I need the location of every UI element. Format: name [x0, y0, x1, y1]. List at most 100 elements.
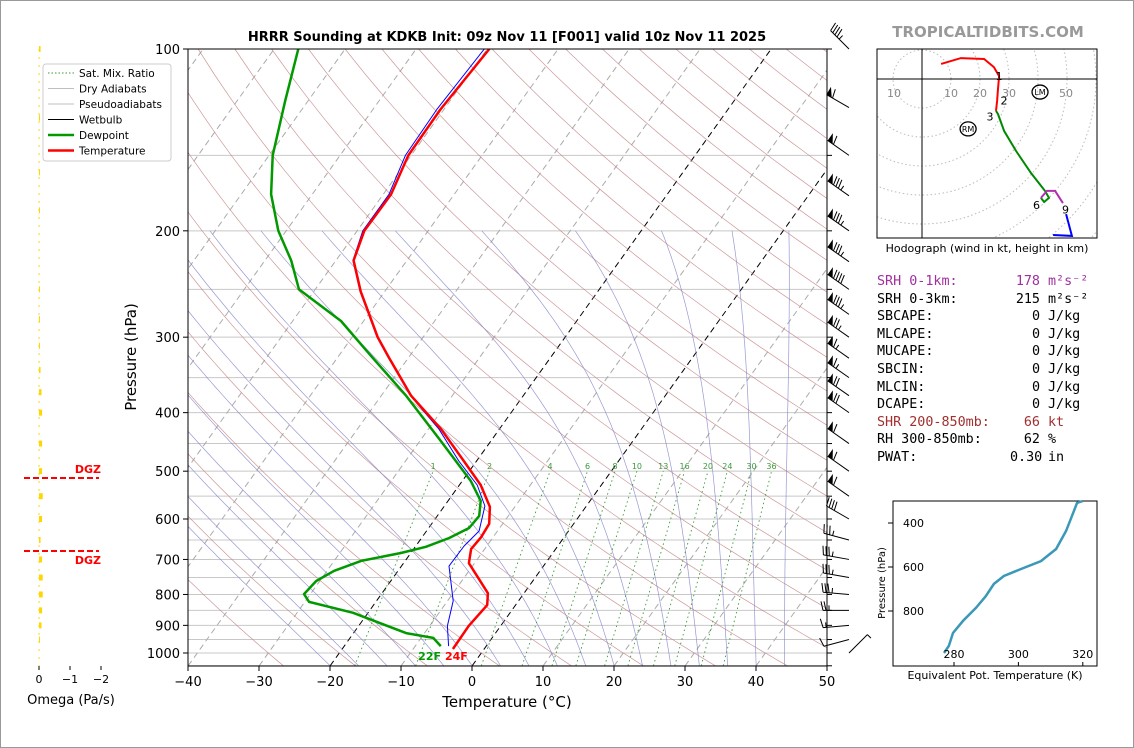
index-name: RH 300-850mb: [877, 432, 982, 448]
y-tick-label: 600 [155, 513, 180, 528]
theta-e-y-tick-label: 600 [903, 561, 924, 574]
hodograph-ring [1090, 230, 1097, 238]
y-tick-label: 900 [155, 619, 180, 634]
mixing-ratio-line [575, 471, 638, 666]
index-value: 215 [1015, 291, 1040, 307]
y-tick-label: 300 [155, 331, 180, 346]
surface-temperature-label: 24F [445, 650, 468, 663]
index-name: MUCAPE: [877, 344, 934, 360]
x-tick-label: 30 [677, 675, 694, 690]
hodograph-height-label: 3 [986, 110, 993, 123]
barb-shaft [827, 423, 850, 444]
x-tick-label: 20 [606, 675, 623, 690]
barb-shaft [821, 582, 850, 595]
storm-motion-label: RM [962, 125, 975, 134]
index-value: 0 [1031, 379, 1040, 395]
index-row: SRH 0-1km: 178 m²s⁻² [877, 273, 1088, 291]
barb-shaft [819, 618, 850, 629]
hodograph-height-label: 6 [1033, 199, 1040, 212]
chart-title: HRRR Sounding at KDKB Init: 09z Nov 11 [… [248, 30, 766, 45]
mixing-ratio-line [722, 471, 772, 666]
index-value: 0 [1031, 361, 1040, 377]
index-row: PWAT: 0.30 in [877, 449, 1088, 467]
brand-watermark: TROPICALTIDBITS.COM [892, 23, 1084, 41]
mixing-ratio-line [415, 471, 490, 666]
barb-shaft [827, 135, 850, 156]
dry-adiabat-line [234, 49, 827, 571]
theta-e-y-label: Pressure (hPa) [877, 547, 888, 619]
index-row: SRH 0-3km: 215 m²s⁻² [877, 291, 1088, 309]
hodograph-ring-label: 30 [1002, 87, 1016, 100]
dry-adiabat-line [188, 91, 827, 649]
index-value: 0 [1031, 309, 1040, 325]
barb-shaft [822, 545, 850, 560]
barb-shaft [827, 376, 850, 397]
wind-barb [826, 86, 850, 108]
legend: Sat. Mix. Ratio Dry Adiabats Pseudoadiabat… [42, 63, 172, 162]
barb-shaft [826, 497, 850, 520]
index-row: MLCIN: 0 J/kg [877, 379, 1088, 397]
theta-e-panel: 280 300 320 400 600 800 Equivalent Pot. Temper… [877, 499, 1098, 682]
moist-adiabat-line [188, 430, 416, 666]
isotherm-line [188, 49, 346, 270]
mixing-ratio-label: 30 [746, 462, 756, 471]
y-tick-label: 500 [155, 465, 180, 480]
omega-bar [39, 493, 43, 500]
mixing-ratio-label: 2 [487, 462, 492, 471]
moist-adiabat-line [188, 464, 388, 666]
mixing-ratio-label: 8 [612, 462, 617, 471]
wind-barb [822, 563, 850, 579]
theta-e-profile [942, 499, 1084, 654]
dry-adiabat-line [491, 49, 827, 325]
y-tick-label: 800 [155, 588, 180, 603]
barb-shaft [827, 294, 850, 315]
index-unit: J/kg [1048, 379, 1081, 395]
wind-barb [827, 390, 850, 414]
wind-barb [827, 335, 850, 359]
omega-bar [39, 591, 43, 598]
index-row: SHR 200-850mb: 66 kt [877, 414, 1088, 432]
hodograph-ring-label: 50 [1059, 87, 1073, 100]
omega-bar [39, 440, 43, 447]
index-unit: in [1048, 449, 1065, 465]
mixing-ratio-label: 36 [766, 462, 776, 471]
mixing-ratio-label: 4 [548, 462, 553, 471]
mixing-ratio-label: 16 [679, 462, 689, 471]
theta-e-frame [892, 500, 1098, 667]
barb-shaft [820, 601, 849, 611]
dry-adiabat-line [197, 49, 827, 609]
wind-barb [827, 473, 850, 497]
plot-frame [187, 48, 828, 667]
omega-bar [39, 556, 43, 563]
skewt-axes: −40 −30 −20 −10 0 10 20 30 40 50 100 200 300 400 500 60… [122, 43, 835, 711]
wind-barb [827, 292, 850, 315]
wind-barb [827, 173, 850, 197]
moist-adiabat-line [481, 230, 672, 666]
index-row: RH 300-850mb: 62% [877, 431, 1088, 449]
barb-shaft [827, 269, 850, 290]
legend-label: Sat. Mix. Ratio [79, 68, 155, 80]
omega-bar [39, 536, 41, 543]
temperature-profile [352, 49, 492, 650]
omega-bar [39, 316, 40, 323]
barb-shaft [822, 563, 850, 579]
hodograph-frame [876, 48, 1098, 239]
isotherm-line [188, 49, 275, 171]
index-row: MUCAPE: 0 J/kg [877, 343, 1088, 361]
dry-adiabat-line [308, 49, 827, 497]
wind-barb [848, 634, 872, 654]
barb-shaft [827, 211, 850, 232]
legend-label: Temperature [78, 146, 146, 158]
wind-barb [827, 421, 850, 444]
omega-bar [39, 574, 43, 581]
y-tick-label: 700 [155, 553, 180, 568]
isotherm-line [258, 49, 701, 666]
moist-adiabat-line [188, 354, 473, 666]
barb-shaft [826, 89, 850, 108]
moist-adiabat-line [188, 310, 501, 666]
wind-barb [823, 524, 850, 541]
dgz-label: DGZ [75, 463, 101, 476]
theta-e-x-tick-label: 320 [1072, 648, 1093, 661]
omega-bar [39, 169, 40, 176]
